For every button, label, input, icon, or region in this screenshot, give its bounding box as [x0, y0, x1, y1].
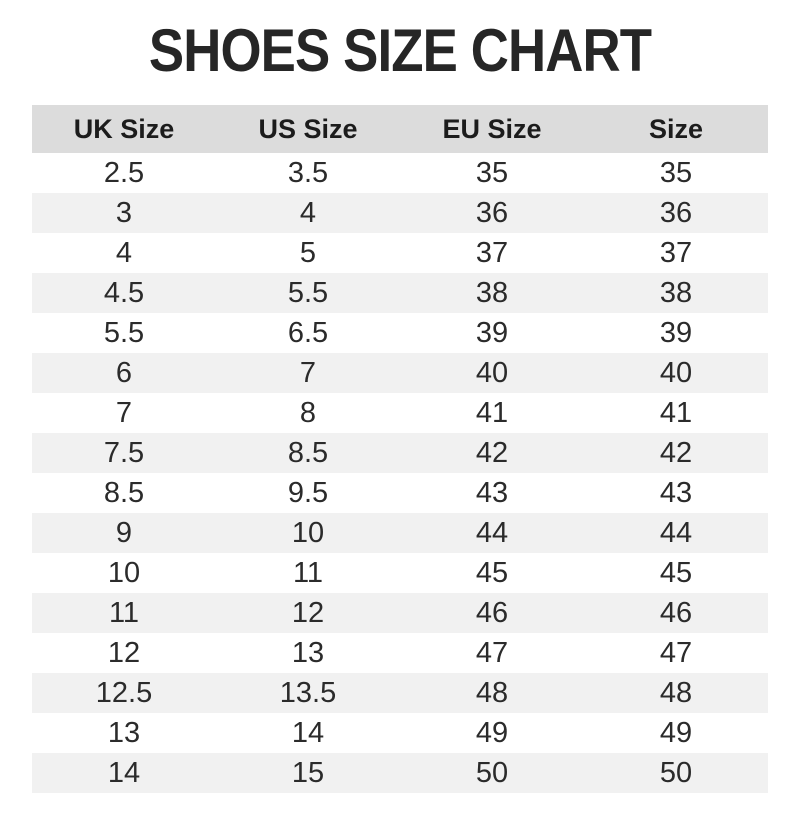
table-cell: 43: [475, 476, 509, 509]
table-cell: 5: [299, 236, 317, 269]
table-row: 4.5 5.5 38 38: [32, 273, 768, 313]
table-cell: 37: [475, 236, 509, 269]
table-row: 11 12 46 46: [32, 593, 768, 633]
size-chart-table: UK Size US Size EU Size Size 2.5 3.5 35 35 3…: [32, 105, 768, 793]
table-cell: 50: [475, 756, 509, 789]
column-header-us-size: US Size: [216, 105, 400, 153]
table-cell: 7: [299, 356, 317, 389]
table-row: 2.5 3.5 35 35: [32, 153, 768, 193]
table-row: 14 15 50 50: [32, 753, 768, 793]
table-cell: 38: [475, 276, 509, 309]
table-cell: 38: [659, 276, 693, 309]
size-chart-body: 2.5 3.5 35 35 3 4 36 36 4 5 37 37 4.5 5.5 38 38 5.5 6.5 39…: [32, 153, 768, 793]
table-cell: 7.5: [103, 436, 145, 469]
table-cell: 7: [115, 396, 133, 429]
table-cell: 44: [475, 516, 509, 549]
table-cell: 45: [475, 556, 509, 589]
table-cell: 4: [115, 236, 133, 269]
table-cell: 14: [291, 716, 325, 749]
table-cell: 13: [291, 636, 325, 669]
table-cell: 15: [291, 756, 325, 789]
table-row: 12.5 13.5 48 48: [32, 673, 768, 713]
table-cell: 46: [475, 596, 509, 629]
table-cell: 8: [299, 396, 317, 429]
table-cell: 6: [115, 356, 133, 389]
table-cell: 5.5: [287, 276, 329, 309]
table-cell: 4: [299, 196, 317, 229]
page-title: SHOES SIZE CHART: [148, 17, 652, 84]
table-cell: 6.5: [287, 316, 329, 349]
table-cell: 8.5: [103, 476, 145, 509]
table-cell: 49: [659, 716, 693, 749]
table-cell: 13.5: [279, 676, 337, 709]
table-row: 6 7 40 40: [32, 353, 768, 393]
table-cell: 35: [659, 156, 693, 189]
table-cell: 43: [659, 476, 693, 509]
table-cell: 12.5: [95, 676, 153, 709]
table-cell: 41: [475, 396, 509, 429]
table-row: 9 10 44 44: [32, 513, 768, 553]
table-cell: 5.5: [103, 316, 145, 349]
table-cell: 12: [291, 596, 325, 629]
table-cell: 46: [659, 596, 693, 629]
table-cell: 42: [659, 436, 693, 469]
table-cell: 36: [659, 196, 693, 229]
table-row: 8.5 9.5 43 43: [32, 473, 768, 513]
table-row: 12 13 47 47: [32, 633, 768, 673]
table-cell: 11: [292, 556, 324, 589]
table-cell: 8.5: [287, 436, 329, 469]
table-row: 7 8 41 41: [32, 393, 768, 433]
column-header-size: Size: [584, 105, 768, 153]
table-cell: 10: [107, 556, 141, 589]
table-row: 13 14 49 49: [32, 713, 768, 753]
table-cell: 3: [115, 196, 133, 229]
table-cell: 49: [475, 716, 509, 749]
table-cell: 50: [659, 756, 693, 789]
column-header-eu-size: EU Size: [400, 105, 584, 153]
column-header-uk-size: UK Size: [32, 105, 216, 153]
table-cell: 11: [108, 596, 140, 629]
table-cell: 45: [659, 556, 693, 589]
table-cell: 48: [659, 676, 693, 709]
table-cell: 9: [115, 516, 133, 549]
table-cell: 13: [107, 716, 141, 749]
table-row: 3 4 36 36: [32, 193, 768, 233]
table-cell: 44: [659, 516, 693, 549]
table-row: 5.5 6.5 39 39: [32, 313, 768, 353]
table-cell: 40: [475, 356, 509, 389]
header-row: UK Size US Size EU Size Size: [32, 105, 768, 153]
table-cell: 36: [475, 196, 509, 229]
table-row: 10 11 45 45: [32, 553, 768, 593]
table-cell: 2.5: [103, 156, 145, 189]
table-cell: 4.5: [103, 276, 145, 309]
table-cell: 10: [291, 516, 325, 549]
table-cell: 40: [659, 356, 693, 389]
table-cell: 9.5: [287, 476, 329, 509]
table-cell: 47: [659, 636, 693, 669]
table-cell: 39: [475, 316, 509, 349]
table-cell: 42: [475, 436, 509, 469]
table-cell: 47: [475, 636, 509, 669]
table-cell: 41: [659, 396, 693, 429]
size-chart-header: UK Size US Size EU Size Size: [32, 105, 768, 153]
table-cell: 3.5: [287, 156, 329, 189]
table-cell: 37: [659, 236, 693, 269]
table-cell: 48: [475, 676, 509, 709]
table-cell: 12: [107, 636, 141, 669]
table-cell: 35: [475, 156, 509, 189]
table-cell: 39: [659, 316, 693, 349]
table-cell: 14: [107, 756, 141, 789]
table-row: 4 5 37 37: [32, 233, 768, 273]
table-row: 7.5 8.5 42 42: [32, 433, 768, 473]
